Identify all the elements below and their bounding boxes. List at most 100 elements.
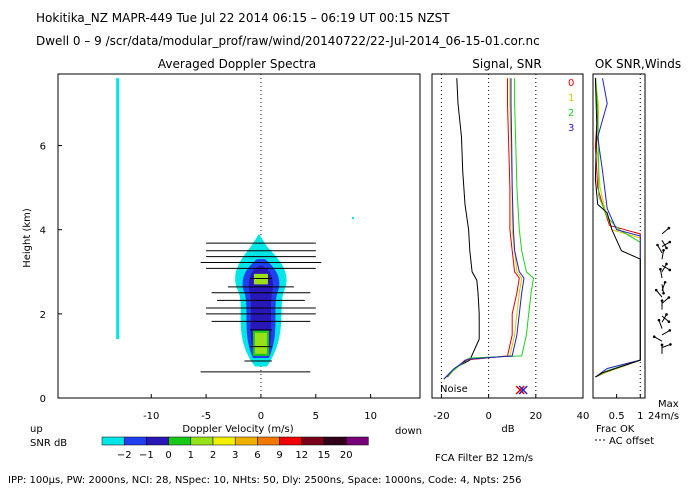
y-tick-label: 2	[40, 310, 46, 321]
colorbar-tick-label: 20	[340, 450, 353, 461]
ac-offset-label: AC offset	[609, 436, 654, 447]
signal-series-line	[443, 78, 520, 380]
wind-arrow	[661, 314, 667, 323]
wind-arrow	[661, 227, 670, 235]
ok-series-line	[595, 78, 641, 378]
colorbar-label: SNR dB	[30, 438, 67, 449]
legend-label: 1	[568, 93, 574, 104]
colorbar-tick-label: 15	[318, 450, 331, 461]
signal-x-tick-label: -20	[433, 411, 449, 422]
wind-arrow	[655, 289, 663, 298]
signal-frame	[431, 73, 584, 399]
fca-filter-label: FCA Filter B2 12m/s	[435, 453, 534, 464]
colorbar-swatch	[101, 436, 125, 446]
y-tick-label: 0	[40, 394, 46, 405]
signal-x-tick-label: 40	[577, 411, 590, 422]
colorbar-tick-label: 0	[165, 450, 171, 461]
noise-marker	[515, 385, 525, 395]
wind-arrow	[661, 239, 667, 249]
legend-label: 0	[568, 78, 574, 89]
colorbar-tick-label: 9	[276, 450, 282, 461]
heatmap-region-upper	[253, 273, 268, 285]
wind-arrow-head	[654, 288, 658, 292]
x-direction-up-label: up	[30, 424, 43, 435]
colorbar-swatch	[301, 436, 325, 446]
max-value: 24m/s	[648, 411, 679, 422]
x-tick-label: 0	[258, 411, 264, 422]
wind-arrow-head	[663, 280, 667, 284]
heatmap-speck	[351, 217, 354, 220]
heatmap-region-left-strip	[116, 78, 120, 340]
colorbar-swatch	[323, 436, 347, 446]
frac-ok-label: Frac OK	[596, 424, 635, 435]
colorbar-tick-label: 2	[210, 450, 216, 461]
spectra-frame	[57, 73, 421, 399]
legend-label: 3	[568, 123, 574, 134]
colorbar-tick-label: 12	[295, 450, 308, 461]
wind-arrow	[661, 329, 671, 336]
colorbar-swatch	[123, 436, 147, 446]
colorbar-swatch	[168, 436, 192, 446]
colorbar-swatch	[279, 436, 303, 446]
wind-arrow	[653, 336, 663, 342]
wind-arrow	[661, 282, 666, 291]
wind-arrow-head	[662, 248, 665, 252]
signal-series-line	[446, 78, 480, 378]
wind-arrow-head	[668, 329, 672, 332]
legend-label: 2	[568, 108, 574, 119]
wind-arrow-head	[665, 262, 668, 266]
wind-arrow	[661, 315, 670, 323]
heatmap-region-snr-2	[254, 332, 267, 354]
colorbar-tick-label: 6	[254, 450, 260, 461]
y-tick-label: 6	[40, 142, 46, 153]
signal-series-line	[443, 78, 525, 380]
wind-arrow-head	[665, 246, 668, 250]
colorbar-swatch	[190, 436, 214, 446]
signal-x-label: dB	[501, 424, 514, 435]
x-tick-label: -5	[201, 411, 211, 422]
signal-x-tick-label: 0	[485, 411, 491, 422]
wind-arrow	[661, 241, 671, 247]
wind-arrow	[661, 263, 667, 273]
wind-arrow-head	[667, 296, 671, 299]
x-tick-label: -10	[143, 411, 159, 422]
colorbar-swatch	[146, 436, 169, 446]
noise-label: Noise	[440, 384, 468, 395]
wind-arrow	[659, 269, 663, 279]
wind-arrow-head	[669, 343, 672, 346]
signal-snr-title: Signal, SNR	[472, 57, 541, 71]
wind-arrow	[661, 265, 671, 271]
x-direction-down-label: down	[395, 426, 422, 437]
wind-arrow-head	[652, 335, 656, 338]
wind-arrow	[661, 250, 665, 260]
colorbar-swatch	[345, 436, 369, 446]
wind-arrow-head	[660, 299, 664, 302]
wind-arrow-head	[668, 240, 672, 244]
colorbar-tick-label: −1	[139, 450, 154, 461]
x-tick-label: 5	[313, 411, 319, 422]
wind-arrow-head	[660, 343, 664, 347]
ok-x-tick-label: 0.5	[609, 411, 625, 422]
signal-x-tick-label: 20	[529, 411, 542, 422]
colorbar-swatch	[257, 436, 280, 446]
x-tick-label: 10	[364, 411, 377, 422]
spectra-title: Averaged Doppler Spectra	[158, 57, 316, 71]
wind-arrow-head	[668, 268, 672, 272]
wind-arrow-head	[659, 267, 662, 271]
colorbar-tick-label: −2	[117, 450, 132, 461]
ok-series-line	[594, 78, 641, 378]
ok-frame	[592, 73, 646, 399]
wind-arrow-head	[665, 313, 668, 316]
wind-arrow-head	[667, 320, 671, 324]
wind-arrow-head	[656, 243, 659, 247]
snr-colorbar	[101, 436, 369, 446]
wind-arrow	[657, 244, 663, 254]
wind-arrow	[661, 343, 671, 348]
colorbar-swatch	[212, 436, 236, 446]
colorbar-tick-label: 1	[188, 450, 194, 461]
wind-arrow-head	[662, 291, 665, 295]
wind-arrow-head	[657, 318, 661, 322]
max-label: Max	[658, 399, 679, 410]
y-axis-label: Height (km)	[22, 208, 33, 268]
